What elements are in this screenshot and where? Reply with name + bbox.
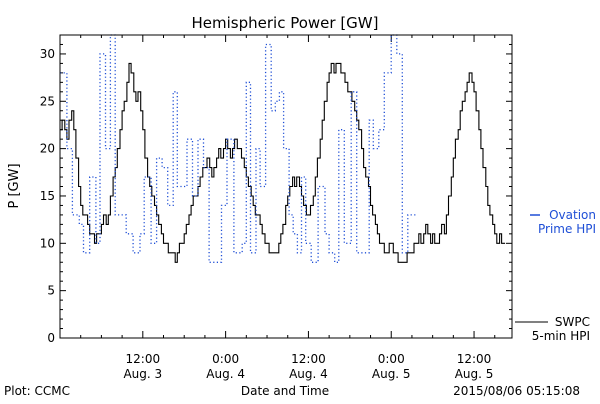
legend-swpc-label-1: SWPC bbox=[555, 315, 590, 329]
legend-swpc-label-2: 5-min HPI bbox=[532, 329, 590, 343]
series-swpc-line bbox=[60, 62, 506, 263]
footer-left: Plot: CCMC bbox=[4, 384, 70, 398]
legend-ovation-label-2: Prime HPI bbox=[538, 222, 596, 236]
y-tick-label: 25 bbox=[40, 94, 55, 108]
x-tick-time-label: 0:00 bbox=[378, 352, 405, 366]
series-ovation-line bbox=[60, 34, 417, 263]
y-tick-label: 0 bbox=[47, 331, 55, 345]
x-tick-time-label: 12:00 bbox=[126, 352, 161, 366]
x-tick-day-label: Aug. 4 bbox=[206, 367, 245, 381]
y-axis-label: P [GW] bbox=[7, 163, 22, 208]
legend-ovation-label-1: Ovation bbox=[549, 208, 596, 222]
series-layer bbox=[60, 34, 506, 263]
x-tick-day-label: Aug. 5 bbox=[372, 367, 411, 381]
x-tick-day-label: Aug. 4 bbox=[289, 367, 328, 381]
x-tick-day-label: Aug. 3 bbox=[123, 367, 162, 381]
x-tick-time-label: 0:00 bbox=[212, 352, 239, 366]
footer-right: 2015/08/06 05:15:08 bbox=[453, 384, 580, 398]
chart-title: Hemispheric Power [GW] bbox=[192, 14, 379, 32]
x-tick-day-label: Aug. 5 bbox=[455, 367, 494, 381]
x-tick-time-label: 12:00 bbox=[457, 352, 492, 366]
plot-frame bbox=[59, 34, 513, 339]
y-tick-label: 30 bbox=[40, 47, 55, 61]
y-tick-label: 20 bbox=[40, 142, 55, 156]
y-tick-label: 15 bbox=[40, 189, 55, 203]
y-tick-label: 10 bbox=[40, 236, 55, 250]
x-axis-label: Date and Time bbox=[241, 384, 329, 398]
y-tick-label: 5 bbox=[47, 284, 55, 298]
x-tick-time-label: 12:00 bbox=[291, 352, 326, 366]
